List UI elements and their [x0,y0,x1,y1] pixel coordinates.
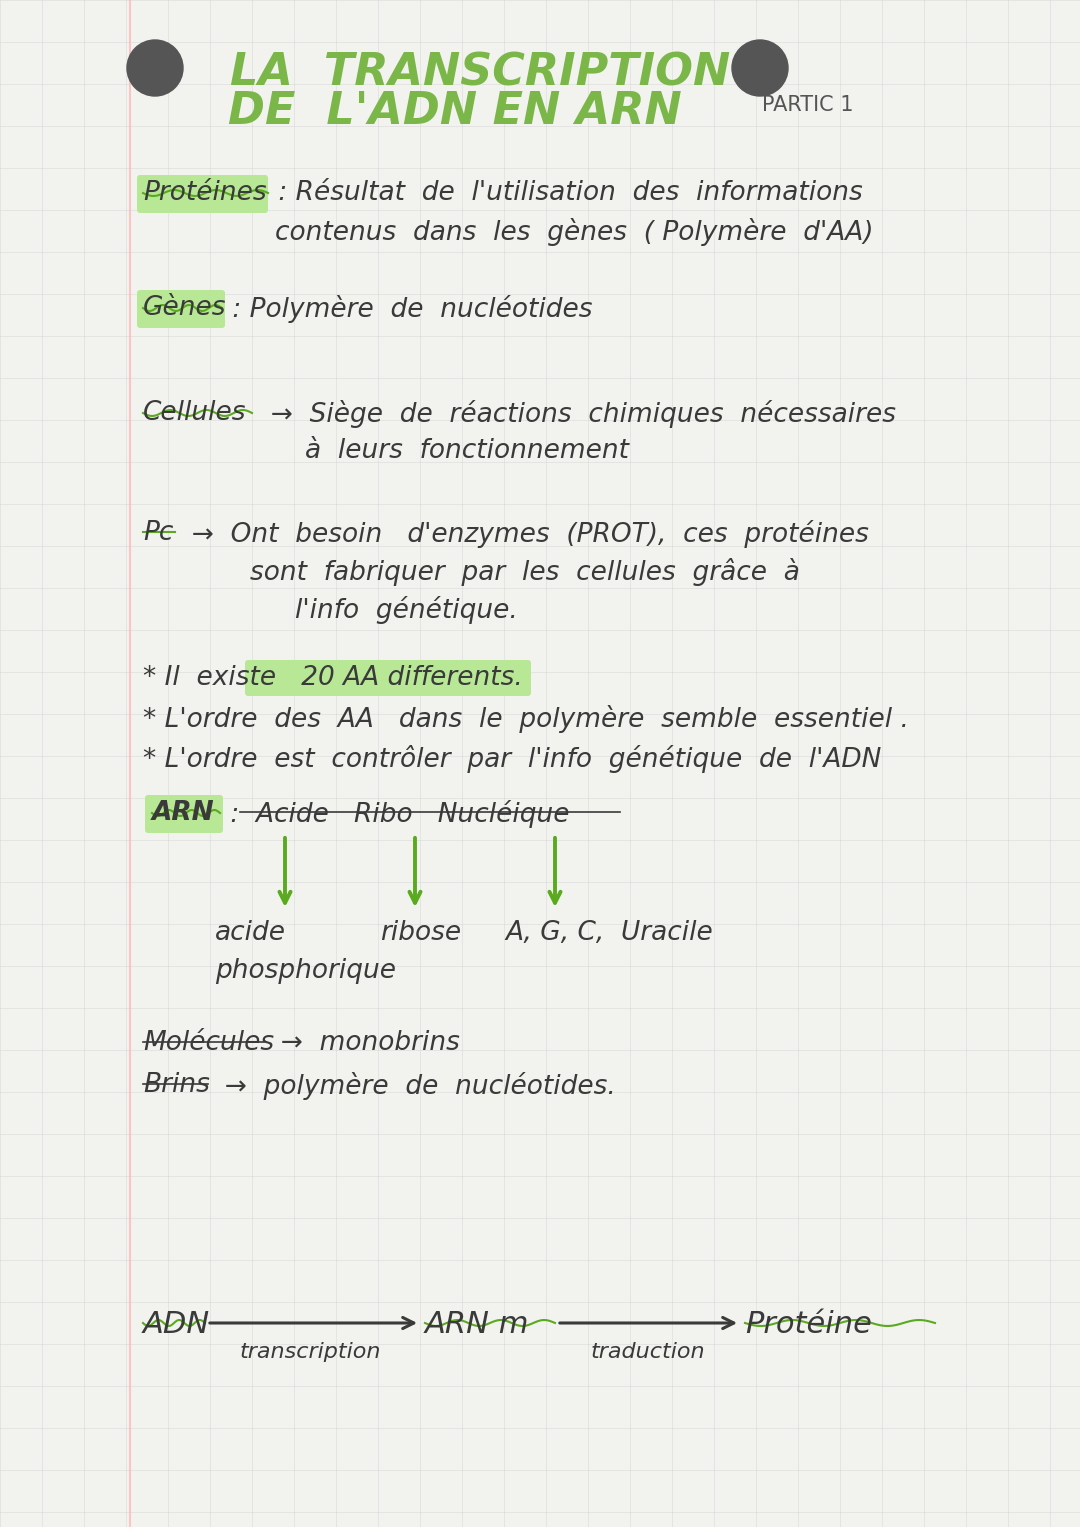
Text: * L'ordre  est  contrôler  par  l'info  génétique  de  l'ADN: * L'ordre est contrôler par l'info génét… [143,745,881,773]
Text: * Il  existe   20 AA differents.: * Il existe 20 AA differents. [143,664,523,692]
Text: →  monobrins: → monobrins [264,1031,460,1057]
Text: contenus  dans  les  gènes  ( Polymère  d'AA): contenus dans les gènes ( Polymère d'AA) [275,218,874,246]
Text: ARN: ARN [152,800,215,826]
Text: acide: acide [215,919,286,947]
Text: DE  L'ADN EN ARN: DE L'ADN EN ARN [228,90,681,133]
Text: →  polymère  de  nucléotides.: → polymère de nucléotides. [208,1072,616,1099]
Text: LA  TRANSCRIPTION: LA TRANSCRIPTION [230,52,730,95]
Text: Molécules: Molécules [143,1031,274,1057]
Text: à  leurs  fonctionnement: à leurs fonctionnement [305,438,629,464]
Text: l'info  génétique.: l'info génétique. [295,596,517,625]
Text: A, G, C,  Uracile: A, G, C, Uracile [505,919,713,947]
Text: Brins: Brins [143,1072,210,1098]
Text: * L'ordre  des  AA   dans  le  polymère  semble  essentiel .: * L'ordre des AA dans le polymère semble… [143,705,909,733]
FancyBboxPatch shape [145,796,222,834]
Circle shape [732,40,788,96]
Text: ARN m: ARN m [426,1310,529,1339]
Text: Protéines: Protéines [143,180,267,206]
Text: →  Siège  de  réactions  chimiques  nécessaires: → Siège de réactions chimiques nécessair… [254,400,896,428]
Text: Gènes: Gènes [143,295,227,321]
Text: transcription: transcription [240,1342,381,1362]
Text: Protéine: Protéine [745,1310,872,1339]
Text: →  Ont  besoin   d'enzymes  (PROT),  ces  protéines: → Ont besoin d'enzymes (PROT), ces proté… [175,521,869,548]
Text: PARTIC 1: PARTIC 1 [762,95,853,115]
Text: traduction: traduction [591,1342,705,1362]
Text: : Polymère  de  nucléotides: : Polymère de nucléotides [224,295,593,324]
FancyBboxPatch shape [137,290,225,328]
Text: ribose: ribose [380,919,461,947]
Circle shape [127,40,183,96]
Text: : Résultat  de  l'utilisation  des  informations: : Résultat de l'utilisation des informat… [270,180,863,206]
Text: Pc: Pc [143,521,174,547]
FancyBboxPatch shape [245,660,531,696]
Text: :  Acide   Ribo   Nucléique: : Acide Ribo Nucléique [222,800,569,828]
Text: phosphorique: phosphorique [215,957,396,983]
FancyBboxPatch shape [137,176,268,212]
Text: Cellules: Cellules [143,400,246,426]
Text: sont  fabriquer  par  les  cellules  grâce  à: sont fabriquer par les cellules grâce à [249,557,800,586]
Text: ADN: ADN [143,1310,211,1339]
